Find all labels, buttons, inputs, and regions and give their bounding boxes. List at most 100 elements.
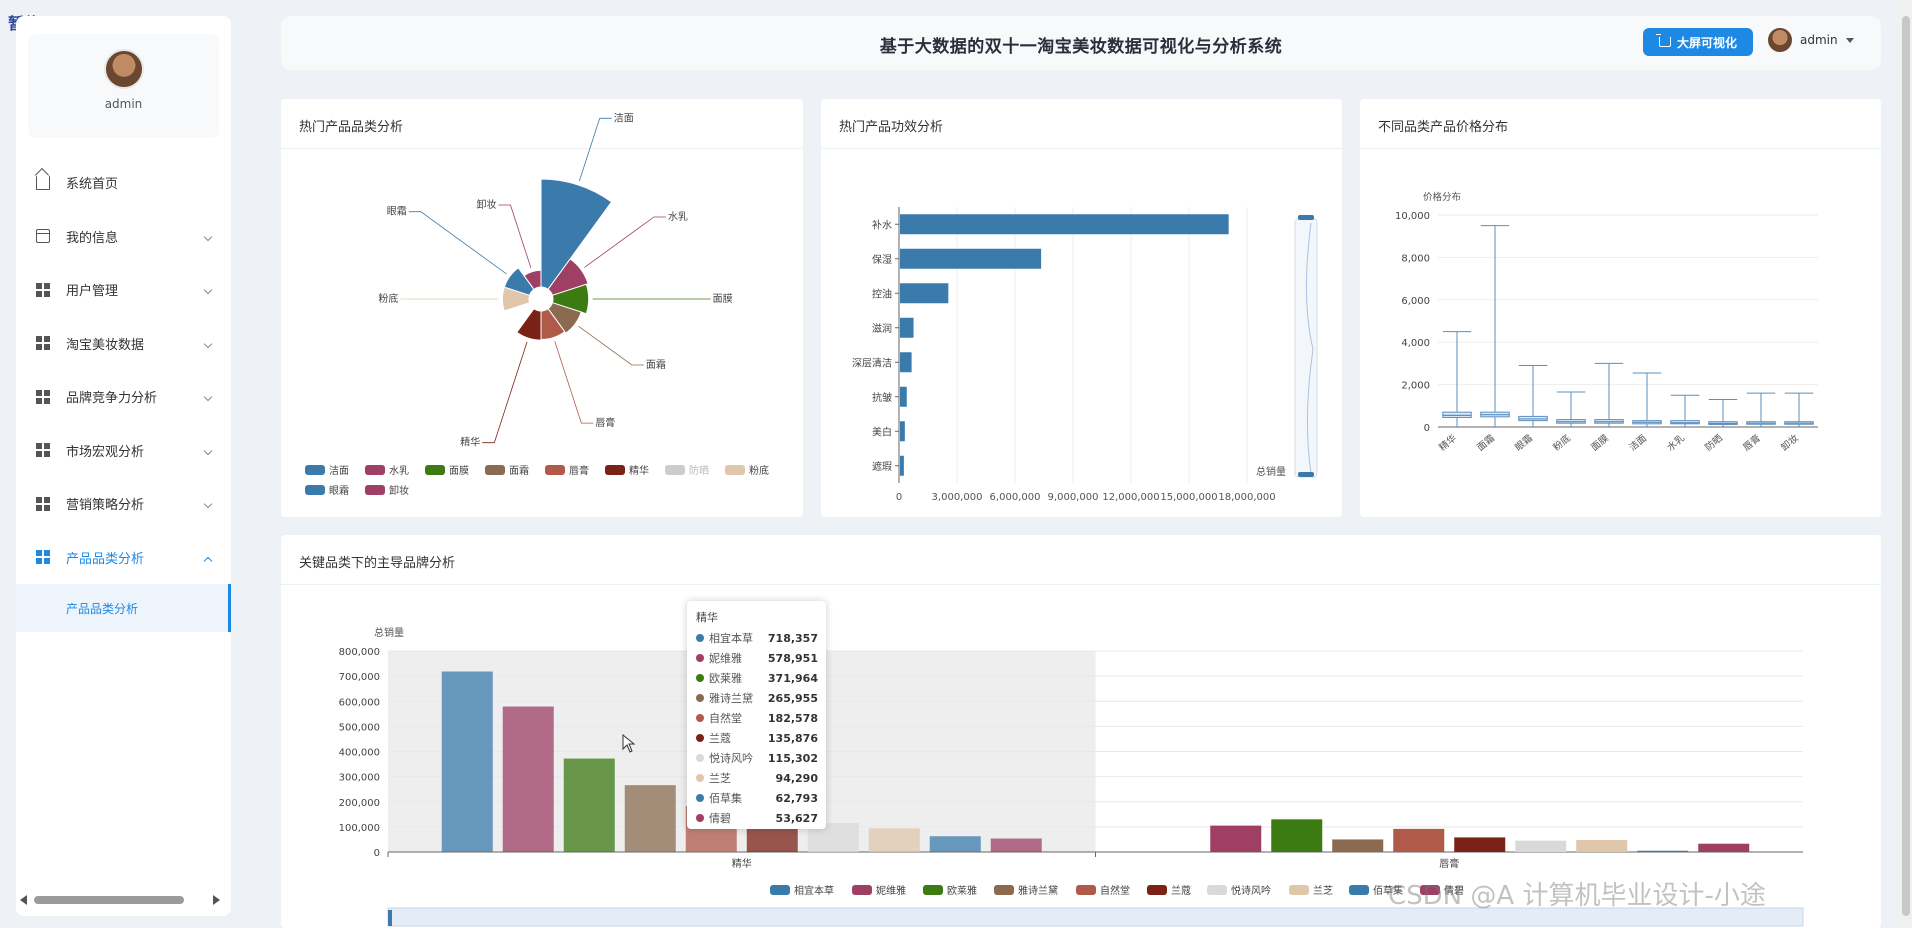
series-dot — [696, 714, 704, 722]
series-dot — [696, 794, 704, 802]
bar — [900, 455, 904, 476]
bar — [900, 214, 1229, 235]
chevron-down-icon — [203, 285, 213, 295]
x-tick-label: 18,000,000 — [1218, 492, 1275, 503]
legend-swatch — [1207, 885, 1227, 895]
sidebar-item-marketing-analysis[interactable]: 营销策略分析 — [16, 477, 231, 531]
sidebar-item-market-analysis[interactable]: 市场宏观分析 — [16, 424, 231, 478]
scroll-left-arrow-icon[interactable] — [20, 895, 27, 905]
scrollbar-thumb[interactable] — [1902, 16, 1910, 916]
x-tick-label: 12,000,000 — [1102, 492, 1159, 503]
legend-swatch — [1349, 885, 1369, 895]
legend-swatch — [1147, 885, 1167, 895]
slice-label: 水乳 — [668, 210, 688, 223]
y-tick-label: 遮瑕 — [872, 460, 892, 473]
legend-label: 唇膏 — [569, 464, 589, 477]
bar — [1210, 825, 1262, 852]
sidebar-item-taobao-data[interactable]: 淘宝美妆数据 — [16, 317, 231, 371]
page-vertical-scrollbar[interactable] — [1900, 0, 1912, 928]
x-tick-label: 6,000,000 — [990, 492, 1041, 503]
y-tick-label: 600,000 — [339, 697, 380, 708]
chevron-down-icon — [203, 232, 213, 241]
watermark: CSDN @A 计算机毕业设计-小途 — [1388, 881, 1766, 911]
legend-swatch — [485, 465, 505, 475]
panel-title: 不同品类产品价格分布 — [1378, 120, 1509, 135]
grid-icon — [36, 550, 50, 565]
y-axis-name: 总销量 — [374, 626, 404, 639]
tooltip-series-value: 62,793 — [775, 791, 818, 805]
tooltip-series-value: 182,578 — [767, 711, 818, 725]
tooltip-series-value: 94,290 — [775, 771, 818, 785]
tooltip-series-value: 578,951 — [767, 651, 818, 665]
legend-label: 防晒 — [689, 464, 709, 477]
slice-label: 眼霜 — [387, 206, 407, 218]
y-tick-label: 2,000 — [1401, 381, 1430, 392]
tooltip-row: 兰蔻 135,876 — [696, 728, 818, 748]
price-boxplot-chart[interactable]: 价格分布 0 2,000 4,000 6,000 8,000 10,000 精华 面霜 眼霜 粉底面… — [1360, 99, 1881, 517]
bar — [868, 828, 920, 852]
bar — [900, 421, 905, 442]
rose-slice — [523, 269, 542, 290]
y-tick-label: 深层清洁 — [852, 356, 892, 369]
x-tick-label: 精华 — [732, 857, 752, 870]
tooltip-row: 自然堂 182,578 — [696, 708, 818, 728]
user-dropdown[interactable]: admin — [1768, 28, 1854, 52]
data-zoom-slider — [1294, 218, 1318, 478]
tooltip-row: 兰芝 94,290 — [696, 768, 818, 788]
x-tick-label: 防晒 — [1703, 432, 1725, 453]
avatar[interactable] — [103, 49, 144, 89]
submenu-item-category-analysis[interactable]: 产品品类分析 — [16, 584, 231, 632]
x-tick-label: 洁面 — [1627, 432, 1649, 453]
y-tick-label: 200,000 — [339, 798, 380, 809]
rose-slice — [540, 178, 613, 290]
legend-label: 兰蔻 — [1171, 884, 1191, 897]
card-icon — [36, 229, 50, 244]
tooltip-series-name: 兰芝 — [709, 772, 731, 785]
grid-icon — [36, 336, 50, 351]
legend-label: 相宜本草 — [794, 884, 834, 897]
sidebar-item-category-analysis[interactable]: 产品品类分析 — [16, 531, 231, 585]
scrollbar-thumb[interactable] — [34, 896, 184, 904]
legend-label: 眼霜 — [329, 485, 349, 497]
bar — [1271, 819, 1323, 852]
y-tick-label: 补水 — [872, 218, 892, 231]
legend-swatch — [725, 465, 745, 475]
tooltip-title: 精华 — [696, 611, 718, 624]
big-screen-button-label: 大屏可视化 — [1676, 35, 1737, 50]
efficacy-bar-chart[interactable]: 0 3,000,000 6,000,000 9,000,000 12,000,000 15… — [821, 99, 1342, 517]
brand-grouped-bar-chart[interactable]: 总销量 0 100,000 200,000 300,000 400,000 500,000 6… — [281, 535, 1881, 928]
y-tick-label: 300,000 — [339, 773, 380, 784]
sidebar-item-label: 市场宏观分析 — [66, 444, 145, 460]
top-header: 基于大数据的双十一淘宝美妆数据可视化与分析系统 大屏可视化 admin — [281, 16, 1881, 70]
sidebar-item-brand-analysis[interactable]: 品牌竞争力分析 — [16, 370, 231, 424]
tooltip-row: 雅诗兰黛 265,955 — [696, 688, 818, 708]
legend-swatch — [1289, 885, 1309, 895]
x-tick-label: 面霜 — [1475, 433, 1497, 454]
series-dot — [696, 654, 704, 662]
series-dot — [696, 734, 704, 742]
sidebar-item-user-management[interactable]: 用户管理 — [16, 263, 231, 317]
caret-down-icon — [1845, 37, 1854, 43]
bar — [900, 352, 912, 373]
sidebar-item-home[interactable]: 系统首页 — [16, 156, 231, 210]
y-tick-label: 100,000 — [339, 823, 380, 834]
tooltip-series-name: 自然堂 — [709, 712, 742, 725]
big-screen-button[interactable]: 大屏可视化 — [1643, 28, 1753, 56]
panel-title: 热门产品功效分析 — [839, 120, 944, 135]
sidebar-horizontal-scrollbar[interactable] — [20, 894, 220, 906]
rose-slice — [547, 302, 582, 334]
sidebar-item-my-info[interactable]: 我的信息 — [16, 210, 231, 264]
legend-label: 欧莱雅 — [947, 884, 977, 897]
legend-label: 佰草集 — [1373, 884, 1403, 897]
mouse-cursor-icon — [622, 734, 636, 753]
y-tick-label: 8,000 — [1401, 253, 1430, 264]
bar — [563, 758, 615, 852]
y-tick-label: 500,000 — [339, 722, 380, 733]
y-tick-label: 800,000 — [339, 647, 380, 658]
scroll-right-arrow-icon[interactable] — [213, 895, 220, 905]
profile-card: admin — [28, 34, 219, 138]
x-tick-label: 精华 — [1437, 432, 1460, 454]
chevron-up-icon — [203, 556, 213, 565]
sidebar: admin 系统首页 我的信息 用户管理 淘宝美妆数据 品牌竞争力分析 — [16, 16, 231, 916]
